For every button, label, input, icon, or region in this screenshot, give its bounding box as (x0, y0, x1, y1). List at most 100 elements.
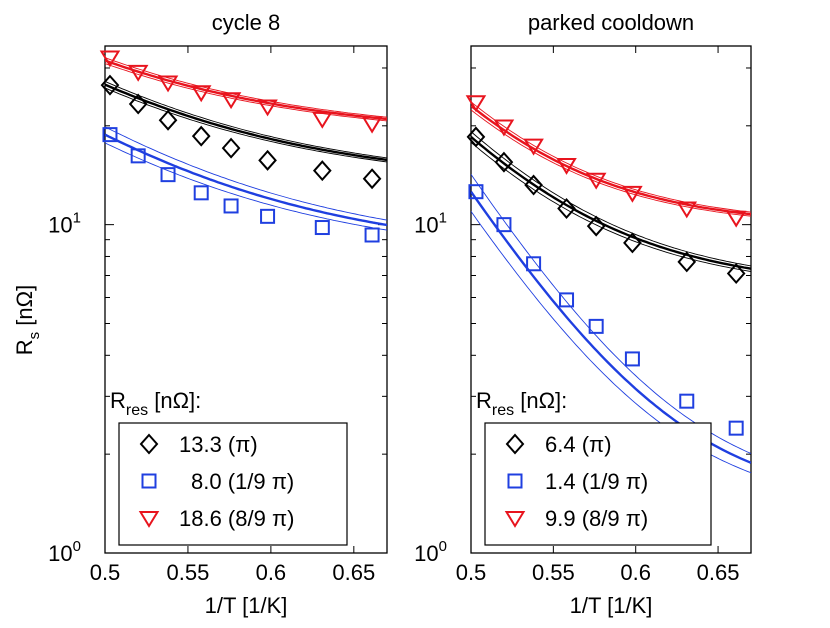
fit-line (105, 83, 387, 162)
y-axis-label-main: R (12, 339, 37, 355)
marker-diamond (726, 262, 746, 284)
x-tick-label: 0.6 (256, 560, 287, 585)
marker-square (364, 227, 380, 243)
fit-line (471, 104, 751, 216)
y-axis-label-unit: [nΩ] (12, 285, 37, 332)
marker-triangle (725, 210, 747, 228)
panel-1: 101 100 0.5 0.55 0.6 0.65 cycle 8 1/T [1/K] Rres… (48, 10, 388, 618)
marker-triangle (257, 99, 278, 117)
x-tick-label: 0.6 (620, 560, 651, 585)
marker-square (496, 217, 512, 233)
panel-title: cycle 8 (212, 10, 280, 35)
marker-square (526, 256, 542, 272)
marker-diamond (494, 151, 514, 173)
series-points (468, 184, 744, 436)
x-tick-label: 0.55 (167, 560, 210, 585)
fit-line (471, 131, 751, 267)
y-axis-label-sub: s (26, 332, 43, 340)
legend-label: 1.4 (1/9 π) (545, 469, 648, 494)
fit-line (105, 126, 387, 221)
marker-triangle (504, 511, 526, 528)
marker-triangle (127, 64, 149, 82)
y-axis-label: Rs [nΩ] (12, 285, 43, 355)
fit-line (105, 57, 387, 118)
y-tick-label: 101 (414, 210, 447, 238)
x-tick-label: 0.5 (90, 560, 121, 585)
marker-square (223, 198, 239, 214)
x-tick-label: 0.5 (456, 560, 487, 585)
marker-diamond (158, 109, 178, 131)
series-points (100, 74, 382, 190)
fit-curves (105, 57, 387, 231)
y-tick-label: 101 (48, 210, 81, 238)
marker-square (314, 220, 330, 236)
marker-diamond (221, 137, 241, 159)
marker-square (728, 420, 744, 436)
marker-triangle (361, 116, 383, 134)
axes-box (104, 45, 388, 554)
marker-diamond (312, 160, 332, 182)
marker-diamond (586, 215, 606, 237)
marker-triangle (99, 50, 121, 68)
fit-line (105, 87, 387, 163)
legend-label: 8.0 (1/9 π) (191, 469, 294, 494)
marker-square (588, 318, 604, 334)
marker-square (141, 473, 157, 489)
marker-diamond (505, 433, 525, 455)
legend-label: 6.4 (π) (545, 432, 612, 457)
y-tick-label: 100 (48, 538, 81, 566)
fit-line (105, 133, 387, 227)
marker-diamond (466, 126, 486, 148)
y-tick-label: 100 (414, 538, 447, 566)
marker-triangle (312, 111, 333, 129)
series-points (102, 127, 380, 243)
series-points (99, 50, 383, 134)
marker-triangle (523, 138, 544, 156)
fit-line (105, 80, 387, 159)
marker-square (160, 167, 176, 183)
panel-title: parked cooldown (528, 10, 694, 35)
marker-diamond (362, 168, 382, 190)
marker-triangle (622, 185, 643, 203)
marker-triangle (157, 75, 179, 93)
marker-triangle (585, 172, 607, 190)
x-axis-label: 1/T [1/K] (205, 593, 288, 618)
marker-triangle (676, 201, 698, 219)
marker-diamond (139, 433, 159, 455)
marker-square (193, 185, 209, 201)
marker-diamond (128, 93, 148, 115)
marker-diamond (258, 149, 277, 171)
marker-square (679, 393, 695, 409)
x-axis-label: 1/T [1/K] (570, 593, 653, 618)
fit-line (105, 63, 387, 122)
fit-line (471, 142, 751, 272)
marker-square (260, 208, 276, 224)
marker-square (507, 473, 523, 489)
axes-box (470, 45, 752, 554)
series-points (466, 126, 746, 284)
marker-diamond (100, 74, 120, 96)
fit-line (105, 59, 387, 121)
fit-line (471, 101, 751, 213)
legend-title: Rres [nΩ]: (476, 388, 567, 419)
marker-diamond (623, 232, 642, 254)
marker-triangle (138, 511, 160, 528)
fit-line (471, 109, 751, 217)
x-tick-label: 0.65 (332, 560, 375, 585)
fit-line (471, 135, 751, 270)
legend-label: 9.9 (8/9 π) (545, 506, 648, 531)
legend-title: Rres [nΩ]: (110, 388, 201, 419)
marker-triangle (465, 95, 487, 113)
marker-square (102, 127, 118, 143)
marker-diamond (557, 197, 576, 219)
marker-square (559, 292, 575, 308)
legend-label: 13.3 (π) (179, 432, 258, 457)
marker-diamond (524, 174, 543, 196)
marker-square (624, 351, 640, 367)
marker-triangle (493, 119, 515, 137)
fit-line (105, 142, 387, 231)
marker-diamond (677, 251, 697, 273)
legend-label: 18.6 (8/9 π) (179, 506, 294, 531)
series-points (465, 95, 747, 228)
